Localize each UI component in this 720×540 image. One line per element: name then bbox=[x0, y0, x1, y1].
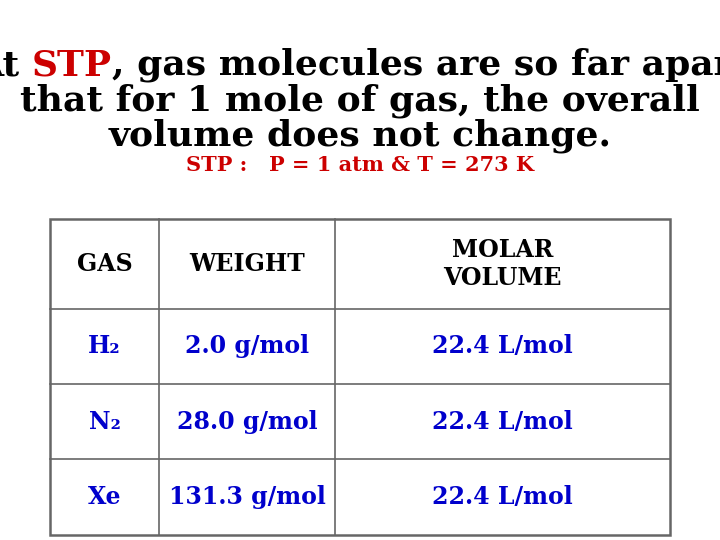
Text: 28.0 g/mol: 28.0 g/mol bbox=[176, 410, 318, 434]
Text: 22.4 L/mol: 22.4 L/mol bbox=[432, 410, 573, 434]
Text: GAS: GAS bbox=[77, 252, 132, 276]
Text: volume does not change.: volume does not change. bbox=[109, 118, 611, 153]
Text: 22.4 L/mol: 22.4 L/mol bbox=[432, 485, 573, 509]
Text: At: At bbox=[0, 48, 32, 82]
Text: N₂: N₂ bbox=[89, 410, 120, 434]
Text: WEIGHT: WEIGHT bbox=[189, 252, 305, 276]
Text: H₂: H₂ bbox=[89, 334, 121, 359]
Text: STP: STP bbox=[32, 48, 112, 82]
Text: Xe: Xe bbox=[88, 485, 122, 509]
Text: STP :   P = 1 atm & T = 273 K: STP : P = 1 atm & T = 273 K bbox=[186, 156, 534, 176]
Text: 131.3 g/mol: 131.3 g/mol bbox=[168, 485, 325, 509]
Bar bbox=[50, 219, 670, 535]
Text: 2.0 g/mol: 2.0 g/mol bbox=[185, 334, 309, 359]
Text: , gas molecules are so far apart: , gas molecules are so far apart bbox=[112, 48, 720, 83]
Text: that for 1 mole of gas, the overall: that for 1 mole of gas, the overall bbox=[20, 83, 700, 118]
Text: 22.4 L/mol: 22.4 L/mol bbox=[432, 334, 573, 359]
Text: MOLAR
VOLUME: MOLAR VOLUME bbox=[444, 238, 562, 289]
